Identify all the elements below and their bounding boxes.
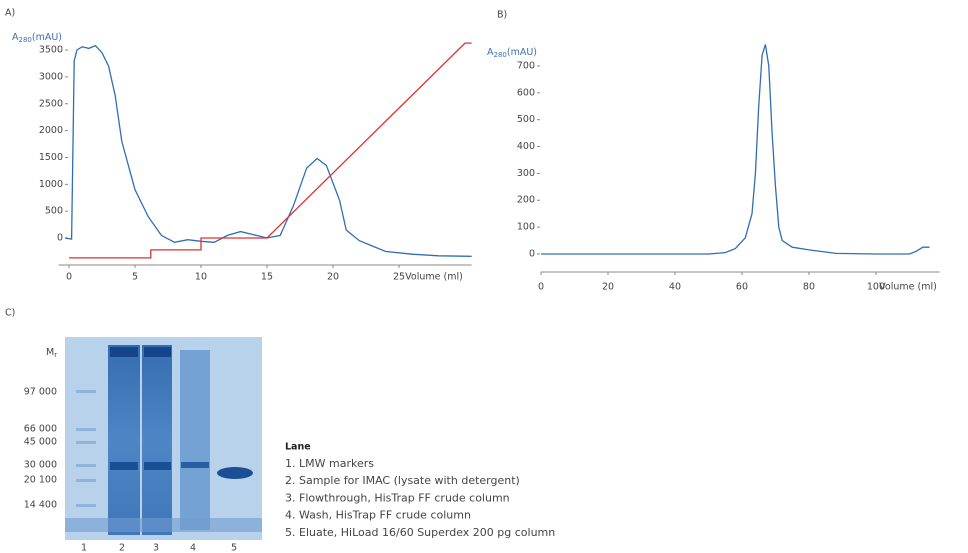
lane-number: 1	[81, 543, 87, 553]
x-axis-label: Volume (ml)	[879, 282, 937, 293]
y-label-unit: (mAU)	[507, 47, 537, 58]
y-label-main: A	[487, 47, 494, 58]
gel-band	[181, 462, 209, 468]
marker-label: 20 100	[24, 475, 57, 486]
marker-label: 66 000	[24, 424, 57, 435]
x-tick-label: 10	[195, 272, 207, 283]
y-tick-label: 100	[517, 222, 535, 233]
gel-lane-smear	[180, 350, 210, 530]
y-tick-label: 500	[45, 206, 63, 217]
y-label-unit: (mAU)	[32, 32, 62, 43]
mr-label: Mr	[46, 347, 57, 360]
data-line	[69, 42, 472, 259]
y-axis-label: A280(mAU)	[12, 32, 62, 45]
x-tick-label: 5	[132, 272, 138, 283]
gel-lane-smear	[142, 345, 172, 535]
x-tick-label: 0	[66, 272, 72, 283]
marker-label: 97 000	[24, 387, 57, 398]
x-tick-label: 25	[393, 272, 405, 283]
marker-label: 14 400	[24, 500, 57, 511]
x-tick-label: 0	[538, 282, 544, 293]
y-tick-label: 1500	[39, 152, 63, 163]
gel-image	[65, 337, 262, 540]
data-line	[541, 44, 930, 255]
y-axis-label: A280(mAU)	[487, 47, 537, 60]
lane-number: 5	[231, 543, 237, 553]
y-label-sub: 280	[19, 36, 32, 44]
y-tick-label: 600	[517, 87, 535, 98]
y-tick-label: 700	[517, 60, 535, 71]
lane-number: 3	[153, 543, 159, 553]
gel-band	[110, 347, 138, 357]
gel-band	[217, 467, 253, 479]
x-tick-label: 60	[736, 282, 748, 293]
panel-label: A)	[5, 8, 15, 19]
x-tick-label: 40	[669, 282, 681, 293]
legend-item: 1. LMW markers	[285, 457, 374, 470]
marker-label: 45 000	[24, 437, 57, 448]
y-tick-label: 400	[517, 141, 535, 152]
legend-item: 5. Eluate, HiLoad 16/60 Superdex 200 pg …	[285, 526, 555, 539]
gel-band	[144, 347, 171, 357]
legend-item: 2. Sample for IMAC (lysate with detergen…	[285, 474, 520, 487]
gel-band	[144, 462, 171, 470]
y-label-main: A	[12, 32, 19, 43]
marker-label: 30 000	[24, 460, 57, 471]
x-axis-label: Volume (ml)	[405, 272, 463, 283]
x-tick-label: 20	[327, 272, 339, 283]
panel-label: B)	[497, 10, 507, 21]
x-tick-label: 15	[261, 272, 273, 283]
marker-bands	[76, 390, 96, 507]
y-label-sub: 280	[494, 51, 507, 59]
x-tick-label: 80	[803, 282, 815, 293]
y-tick-label: 3000	[39, 71, 63, 82]
panel-label: C)	[5, 308, 15, 319]
y-tick-label: 0	[57, 233, 63, 244]
gel-lane-smear	[108, 345, 140, 535]
legend-item: 3. Flowthrough, HisTrap FF crude column	[285, 491, 510, 504]
y-tick-label: 2500	[39, 98, 63, 109]
lane-number: 4	[190, 543, 196, 553]
y-tick-label: 3500	[39, 45, 63, 56]
gel-band	[110, 462, 138, 470]
y-tick-label: 500	[517, 114, 535, 125]
data-line	[64, 44, 472, 257]
gel-dye-front	[65, 518, 262, 532]
legend-title: Lane	[285, 442, 311, 453]
legend-item: 4. Wash, HisTrap FF crude column	[285, 509, 471, 522]
lane-number: 2	[119, 543, 125, 553]
x-tick-label: 100	[867, 282, 885, 293]
mr-main: M	[46, 347, 54, 358]
y-tick-label: 300	[517, 168, 535, 179]
mr-sub: r	[54, 351, 57, 359]
x-tick-label: 20	[602, 282, 614, 293]
y-tick-label: 200	[517, 195, 535, 206]
y-tick-label: 2000	[39, 125, 63, 136]
y-tick-label: 0	[529, 248, 535, 259]
y-tick-label: 1000	[39, 179, 63, 190]
